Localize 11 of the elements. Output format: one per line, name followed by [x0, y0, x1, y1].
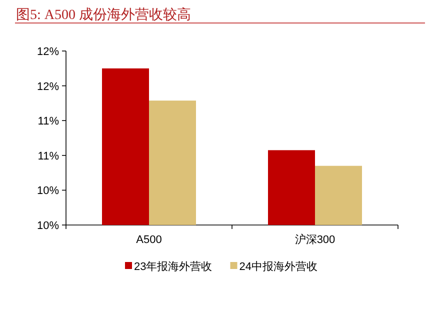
y-tick-label: 11% — [38, 116, 60, 128]
y-tick-label: 12% — [36, 80, 60, 93]
legend-label: 24中报海外营收 — [239, 260, 318, 273]
y-tick-label: 11% — [38, 150, 60, 162]
x-tick-label: A500 — [136, 234, 162, 246]
y-tick-label: 12% — [36, 46, 60, 58]
chart-title: 图5: A500 成份海外营收较高 — [16, 7, 191, 23]
y-tick-label: 10% — [36, 220, 60, 232]
legend-label: 23年报海外营收 — [134, 260, 212, 273]
y-tick-label: 10% — [36, 185, 60, 198]
x-tick-label: 沪深300 — [294, 233, 336, 246]
